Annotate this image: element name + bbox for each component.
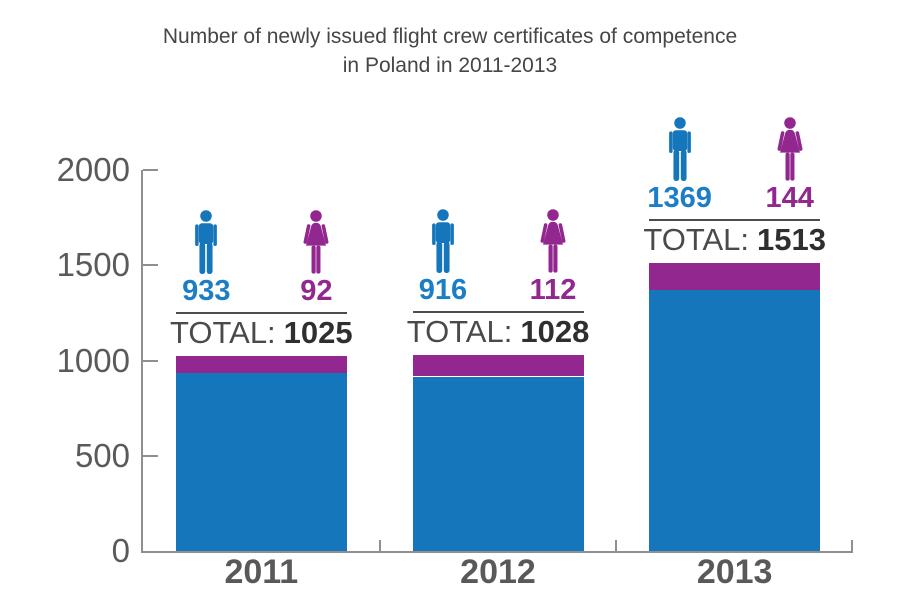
- woman-icon: [498, 209, 608, 273]
- y-axis-line: [141, 170, 143, 553]
- y-tick-label: 0: [111, 532, 130, 569]
- total-row: TOTAL: 1028: [407, 315, 590, 349]
- men-count-cell: 1369: [625, 182, 735, 214]
- total-value: 1025: [283, 314, 353, 350]
- y-tick-label: 1000: [56, 341, 130, 379]
- total-row: TOTAL: 1025: [170, 314, 353, 350]
- chart-title-line2: in Poland in 2011-2013: [342, 54, 558, 77]
- y-tick: [143, 454, 158, 457]
- y-tick: [143, 264, 158, 267]
- counts-row: 916 112: [388, 274, 608, 306]
- chart-title-line1: Number of newly issued flight crew certi…: [162, 25, 738, 48]
- chart-title: Number of newly issued flight crew certi…: [0, 22, 900, 80]
- x-tick: [378, 540, 381, 551]
- total-label: TOTAL:: [406, 314, 513, 350]
- x-axis-line: [141, 551, 853, 553]
- women-count-label: 144: [765, 181, 814, 214]
- women-count-cell: 112: [498, 274, 608, 306]
- man-icon: [388, 209, 498, 274]
- bar-women-segment: [649, 262, 821, 291]
- man-icon: [625, 117, 735, 181]
- total-label: TOTAL:: [643, 221, 749, 257]
- y-tick: [143, 359, 158, 362]
- y-tick: [143, 169, 158, 171]
- women-count-cell: 144: [735, 182, 845, 214]
- x-tick: [615, 540, 618, 551]
- bar-annotation-group: 916 112 TOTAL: 1028: [388, 209, 608, 349]
- men-count-cell: 916: [388, 274, 498, 306]
- icons-row: [388, 209, 608, 274]
- man-icon: [151, 209, 261, 274]
- bar-women-segment: [412, 355, 584, 377]
- total-value: 1028: [520, 314, 590, 350]
- men-count-label: 1369: [647, 181, 712, 214]
- total-divider: [412, 311, 584, 314]
- men-count-cell: 933: [151, 275, 261, 307]
- category-label: 2012: [460, 553, 536, 591]
- counts-row: 1369 144: [625, 182, 845, 214]
- total-divider: [649, 218, 821, 221]
- y-tick-label: 1500: [56, 246, 130, 284]
- total-row: TOTAL: 1513: [643, 221, 826, 257]
- women-count-label: 92: [300, 274, 333, 307]
- bar-men-segment: [412, 376, 584, 551]
- counts-row: 933 92: [151, 275, 371, 307]
- bar-annotation-group: 933 92 TOTAL: 1025: [151, 209, 371, 350]
- icons-row: [151, 209, 371, 274]
- woman-icon: [261, 209, 371, 274]
- woman-icon: [735, 117, 845, 181]
- women-count-label: 112: [529, 274, 577, 307]
- y-tick-label: 500: [74, 436, 130, 474]
- total-label: TOTAL:: [170, 314, 276, 350]
- category-label: 2013: [696, 553, 773, 591]
- category-label: 2011: [224, 553, 299, 591]
- bar-men-segment: [649, 290, 821, 551]
- women-count-cell: 92: [261, 275, 371, 307]
- men-count-label: 933: [182, 274, 231, 307]
- y-tick-label: 2000: [56, 151, 130, 188]
- icons-row: [625, 117, 845, 181]
- bar-women-segment: [175, 355, 347, 374]
- total-value: 1513: [757, 221, 826, 257]
- total-divider: [175, 311, 347, 314]
- bar-men-segment: [175, 373, 347, 551]
- x-tick: [851, 540, 853, 551]
- bar-annotation-group: 1369 144 TOTAL: 1513: [625, 117, 845, 257]
- men-count-label: 916: [418, 274, 468, 307]
